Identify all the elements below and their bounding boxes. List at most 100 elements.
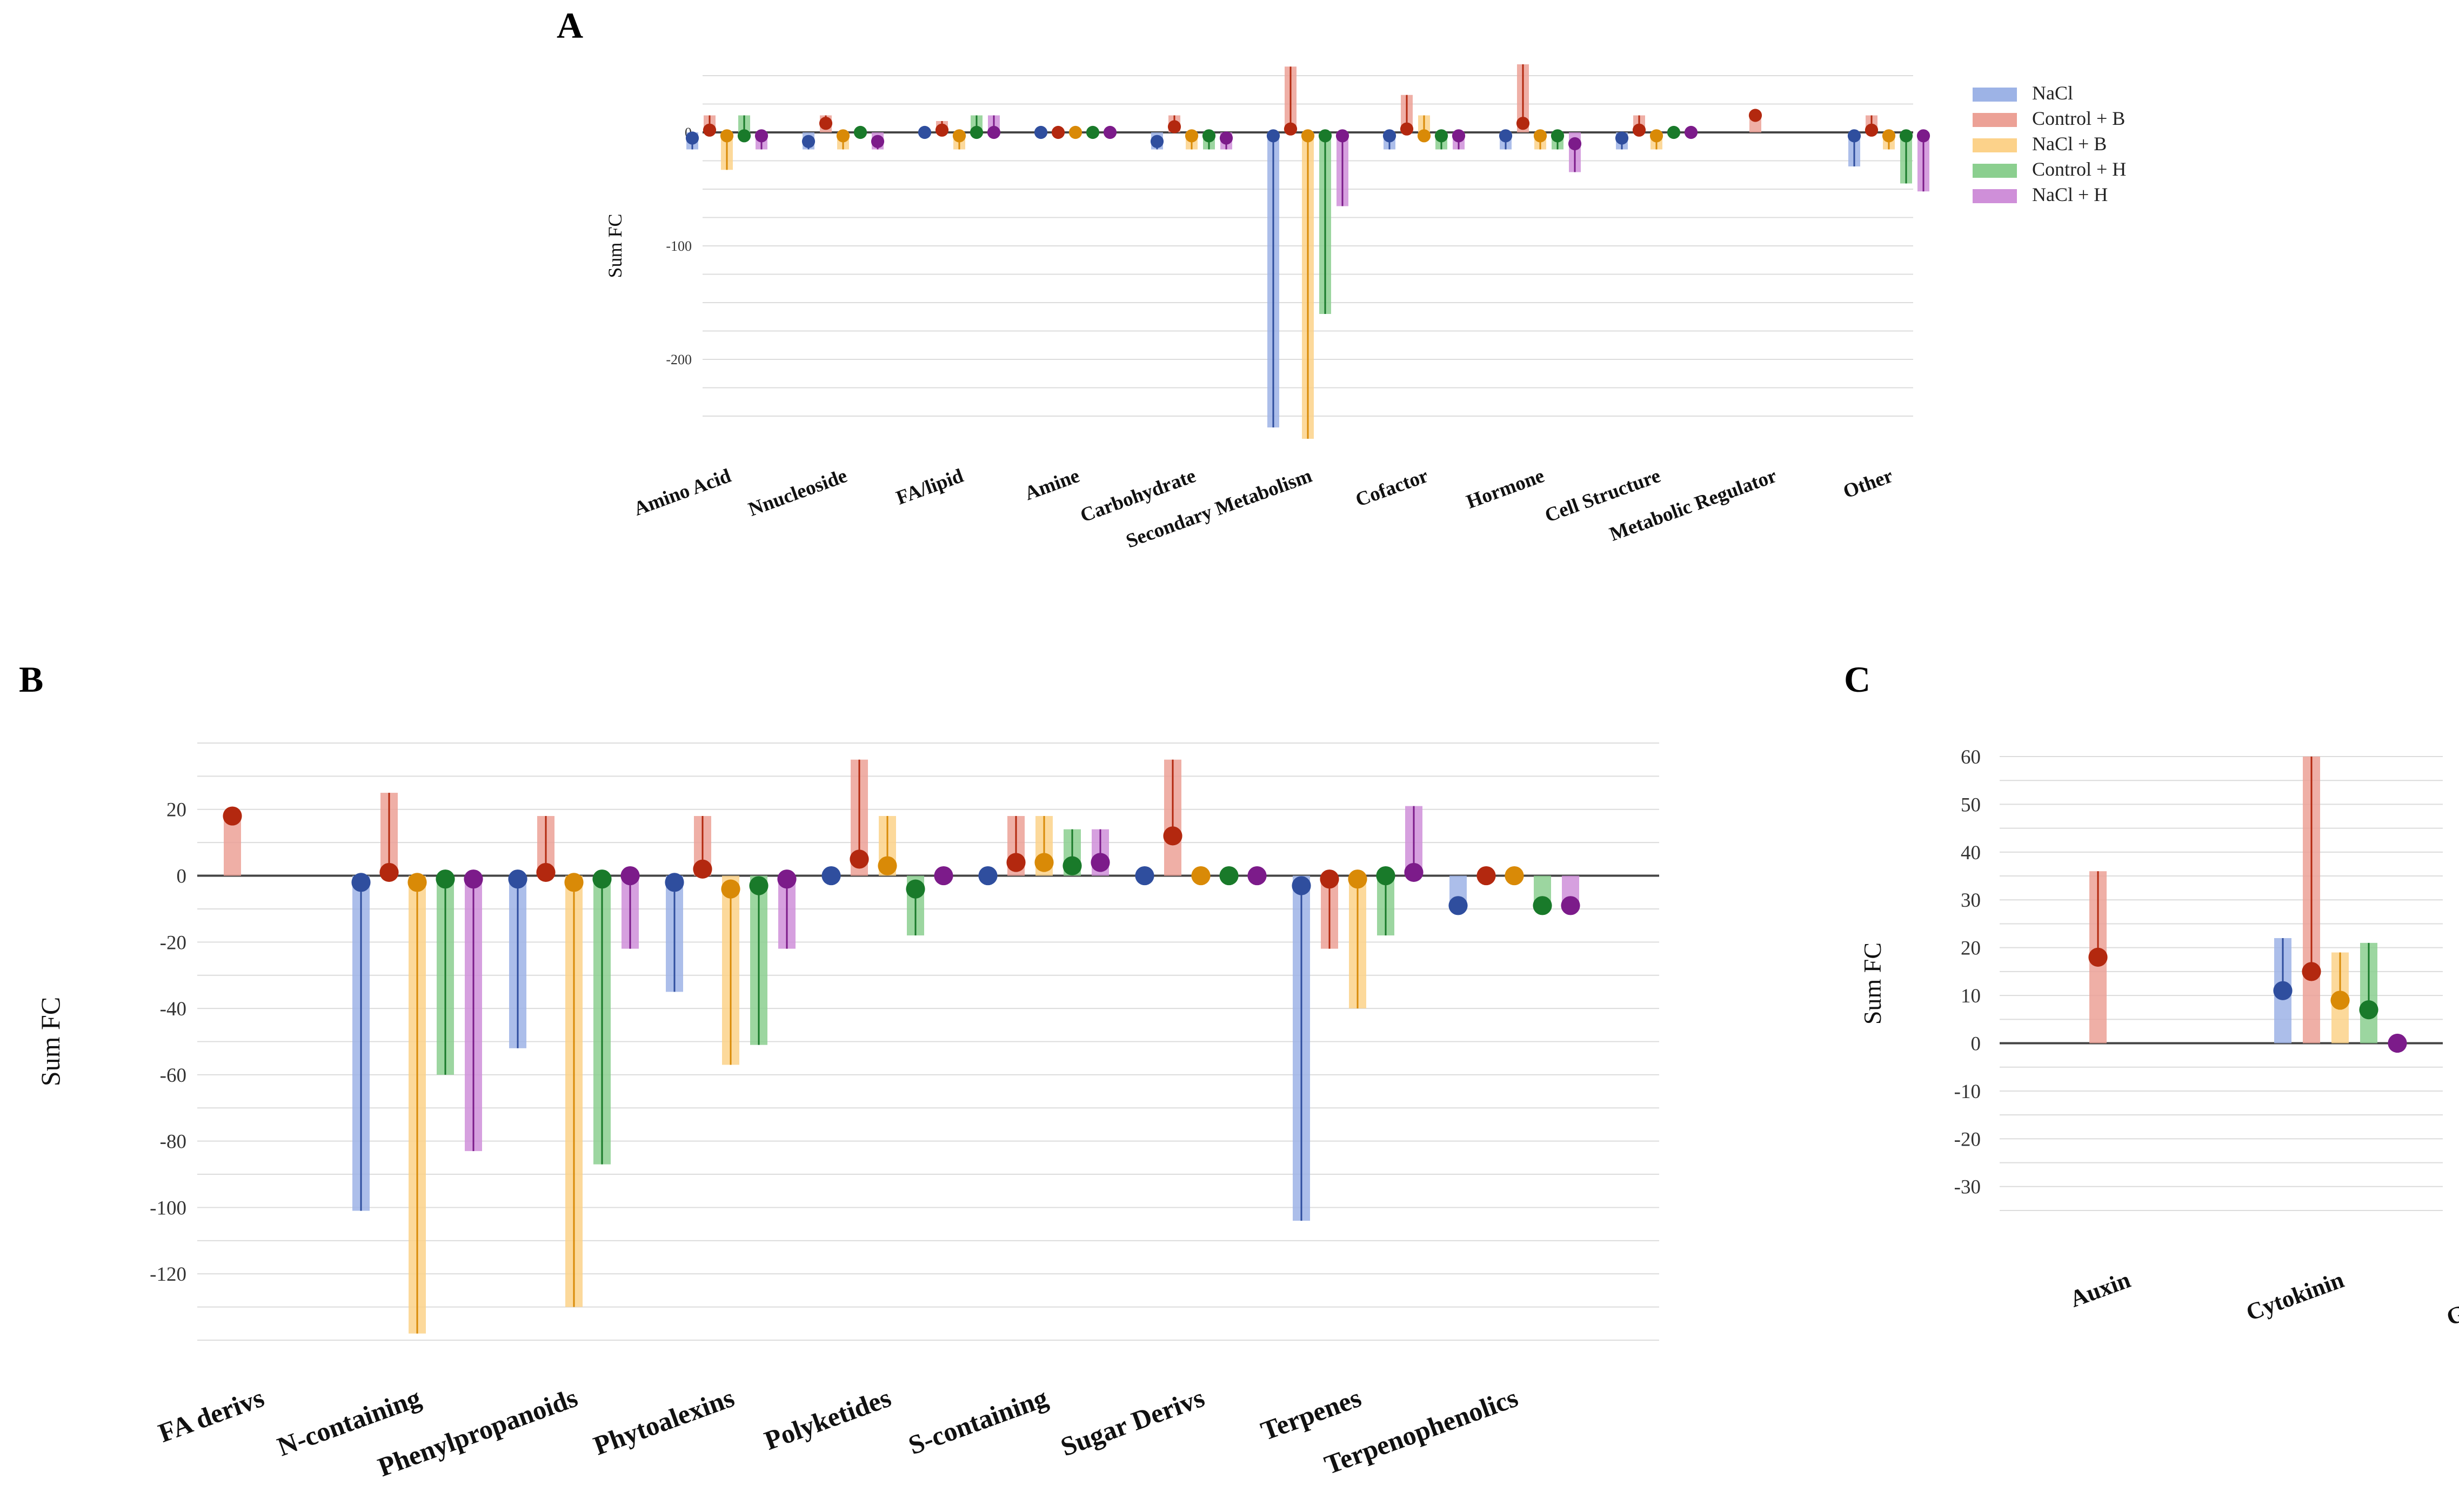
- panel-a-category-label: Other: [1840, 465, 1896, 503]
- panel-a-mean-dot-secondary-metabolism-nacl-b: [1301, 129, 1315, 143]
- panel-a-mean-dot-cell-structure-nacl: [1615, 131, 1629, 145]
- panel-b-letter: B: [19, 659, 43, 700]
- panel-b-mean-dot-sugar-derivs-control-b: [1163, 826, 1182, 846]
- panel-a-mean-dot-hormone-control-h: [1551, 129, 1565, 143]
- panel-a-mean-dot-nnucleoside-nacl-b: [836, 129, 850, 143]
- panel-a-category-label: Secondary Metabolism: [1123, 465, 1315, 553]
- panel-a-category-label: Amino Acid: [631, 465, 734, 520]
- panel-a-mean-dot-amino-acid-nacl-h: [754, 129, 769, 143]
- panel-b-y-tick-label: -40: [160, 998, 186, 1020]
- panel-b-mean-dot-phytoalexins-nacl: [665, 873, 684, 892]
- panel-a-mean-dot-secondary-metabolism-nacl-h: [1335, 129, 1349, 143]
- legend-label-control-h: Control + H: [2032, 158, 2126, 180]
- panel-a-mean-dot-metabolic-regulator-control-b: [1748, 109, 1762, 122]
- panel-b-mean-dot-s-containing-control-h: [1063, 856, 1082, 875]
- panel-b-mean-dot-terpenes-control-b: [1320, 869, 1339, 889]
- panel-a-mean-dot-amine-control-b: [1051, 125, 1065, 139]
- panel-b-mean-dot-polyketides-nacl-h: [934, 866, 953, 886]
- panel-a-mean-dot-cell-structure-control-h: [1667, 125, 1681, 139]
- panel-a-mean-dot-amino-acid-control-h: [737, 129, 751, 143]
- panel-c-y-tick-label: 10: [1961, 985, 1981, 1007]
- panel-a-mean-dot-fa-lipid-nacl-h: [987, 125, 1001, 139]
- panel-a-category-label: Amine: [1022, 465, 1083, 505]
- panel-b-mean-dot-terpenes-nacl-b: [1348, 869, 1367, 889]
- panel-a-y-ticks: 0-100-200: [666, 125, 692, 367]
- panel-a-mean-dot-cell-structure-control-b: [1632, 123, 1646, 137]
- panel-b-mean-dot-n-containing-nacl-h: [464, 869, 483, 889]
- panel-b-mean-dot-terpenes-control-h: [1376, 866, 1395, 886]
- panel-a-mean-dot-secondary-metabolism-control-b: [1284, 122, 1298, 136]
- panel-a-mean-dot-carbohydrate-control-b: [1167, 120, 1181, 133]
- panel-a-mean-dot-cofactor-nacl-h: [1452, 129, 1466, 143]
- panel-a-mean-dot-hormone-nacl: [1499, 129, 1513, 143]
- panel-b-mean-dot-n-containing-nacl: [351, 873, 371, 892]
- panel-a-mean-dot-cofactor-nacl-b: [1417, 129, 1431, 143]
- panel-a-mean-dot-fa-lipid-nacl-b: [952, 129, 966, 143]
- panel-c-y-tick-label: -30: [1954, 1176, 1981, 1199]
- legend-swatch-nacl-b: [1973, 138, 2017, 152]
- panel-a-y-axis-title: Sum FC: [604, 213, 626, 278]
- panel-b-mean-dot-terpenes-nacl-h: [1404, 862, 1424, 882]
- panel-c-mean-dot-cytokinin-nacl-h: [2388, 1033, 2407, 1053]
- panel-c-y-tick-label: -10: [1954, 1081, 1981, 1103]
- panel-b-y-tick-label: -60: [160, 1065, 186, 1087]
- panel-a-mean-dot-carbohydrate-control-h: [1202, 129, 1216, 143]
- panel-b-mean-dot-phenylpropanoids-control-b: [536, 862, 556, 882]
- legend-label-nacl: NaCl: [2032, 82, 2073, 104]
- panel-b-mean-dot-sugar-derivs-nacl-b: [1191, 866, 1211, 886]
- panel-b-category-label: S-containing: [904, 1382, 1051, 1461]
- panel-b-mean-dot-polyketides-control-b: [850, 849, 869, 869]
- panel-a-mean-dot-amine-control-h: [1086, 125, 1100, 139]
- panel-a-mean-dot-amino-acid-control-b: [703, 123, 717, 137]
- panel-a-mean-dot-other-nacl-h: [1916, 129, 1930, 143]
- panel-c-bars: [2088, 757, 2407, 1053]
- panel-c-category-label: Cytokinin: [2243, 1266, 2348, 1326]
- panel-b-mean-dot-fa-derivs-control-b: [223, 806, 242, 826]
- panel-a-mean-dot-hormone-nacl-b: [1533, 129, 1547, 143]
- panel-c-category-label: Gibberellin: [2443, 1266, 2459, 1330]
- panel-b-mean-dot-terpenes-nacl: [1292, 876, 1311, 895]
- legend-swatch-control-h: [1973, 164, 2017, 178]
- panel-b-mean-dot-polyketides-nacl-b: [878, 856, 897, 875]
- panel-b-y-ticks: 20 0 -20 -40 -60 -80 -100 -120: [150, 799, 186, 1286]
- panel-c: C 60 50 40 30 20 10 0 -10 -20 -30 Sum FC Auxin Cytoki…: [1844, 659, 2459, 1331]
- panel-b-mean-dot-phenylpropanoids-nacl-h: [620, 866, 640, 886]
- panel-b-mean-dot-s-containing-nacl-h: [1091, 853, 1110, 872]
- panel-a-category-label: Nnucleoside: [745, 465, 850, 521]
- panel-a-mean-dot-amine-nacl: [1034, 125, 1048, 139]
- panel-b-mean-dot-phytoalexins-control-h: [749, 876, 769, 895]
- panel-b-mean-dot-phenylpropanoids-nacl: [508, 869, 527, 889]
- panel-b-mean-dot-sugar-derivs-nacl-h: [1247, 866, 1267, 886]
- panel-a-mean-dot-cofactor-nacl: [1382, 129, 1396, 143]
- panel-b-mean-dot-phytoalexins-nacl-h: [777, 869, 797, 889]
- panel-b-mean-dot-phenylpropanoids-control-h: [592, 869, 612, 889]
- panel-b-category-label: Terpenes: [1257, 1382, 1365, 1446]
- panel-b-y-tick-label: -120: [150, 1263, 186, 1286]
- panel-b-mean-dot-terpenophenolics-control-h: [1533, 896, 1552, 915]
- panel-c-y-tick-label: 0: [1971, 1033, 1981, 1055]
- panel-a-mean-dot-amine-nacl-b: [1068, 125, 1083, 139]
- panel-a-mean-dot-cell-structure-nacl-h: [1684, 125, 1698, 139]
- legend: NaCl Control + B NaCl + B Control + H NaCl +…: [1973, 82, 2126, 205]
- panel-a-letter: A: [557, 5, 583, 46]
- panel-b-mean-dot-polyketides-control-h: [906, 879, 925, 899]
- panel-a-mean-dot-secondary-metabolism-control-h: [1318, 129, 1332, 143]
- panel-b-bar-fa-derivs-control-b: [224, 816, 241, 876]
- panel-b-category-label: Polyketides: [760, 1382, 895, 1456]
- legend-swatch-nacl: [1973, 88, 2017, 102]
- panel-a-mean-dot-nnucleoside-control-h: [853, 125, 867, 139]
- panel-b-mean-dot-s-containing-nacl: [978, 866, 998, 886]
- panel-b-mean-dot-terpenophenolics-control-b: [1476, 866, 1496, 886]
- panel-c-mean-dot-auxin-control-b: [2088, 947, 2108, 967]
- panel-c-y-tick-label: 30: [1961, 889, 1981, 912]
- panel-a-mean-dot-fa-lipid-nacl: [918, 125, 932, 139]
- panel-c-letter: C: [1844, 659, 1870, 700]
- panel-a-mean-dot-secondary-metabolism-nacl: [1266, 129, 1280, 143]
- panel-b-y-tick-label: -20: [160, 932, 186, 954]
- panel-a-y-tick-label: -100: [666, 238, 692, 254]
- panel-b-mean-dot-phytoalexins-nacl-b: [721, 879, 740, 899]
- panel-c-y-ticks: 60 50 40 30 20 10 0 -10 -20 -30: [1954, 746, 1981, 1199]
